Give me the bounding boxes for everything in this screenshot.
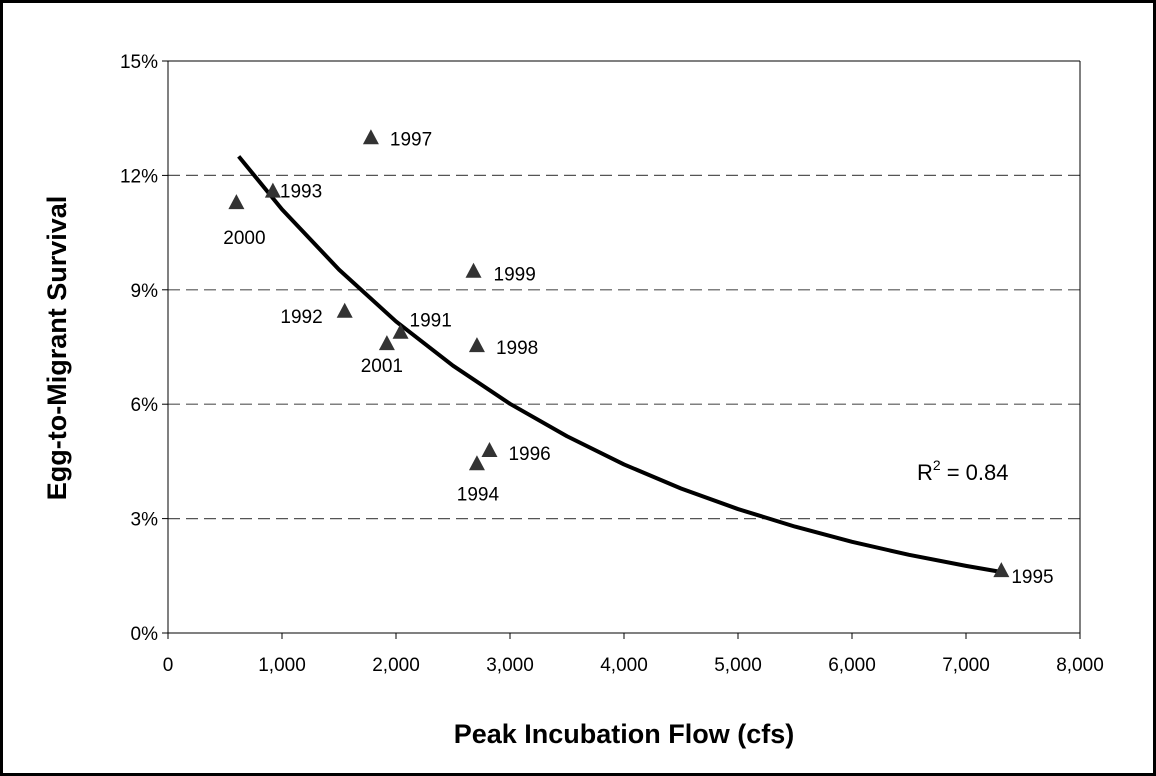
- point: [993, 562, 1010, 578]
- point: [468, 455, 485, 471]
- point: [481, 441, 498, 457]
- x-tick-label: 4,000: [600, 655, 648, 676]
- x-tick-label: 5,000: [714, 655, 762, 676]
- point-label: 1993: [280, 182, 322, 203]
- x-tick-label: 3,000: [486, 655, 534, 676]
- point-label: 1998: [496, 338, 538, 359]
- point-label: 1995: [1011, 567, 1053, 588]
- y-axis-title: Egg-to-Migrant Survival: [42, 196, 72, 501]
- y-tick-label: 0%: [131, 624, 159, 645]
- point-label: 2001: [361, 356, 403, 377]
- point: [264, 182, 281, 198]
- point: [336, 302, 353, 318]
- point-label: 1996: [508, 444, 550, 465]
- point: [468, 337, 485, 353]
- point: [362, 129, 379, 145]
- trendline: [237, 155, 1002, 574]
- annotation: R2 = 0.84: [917, 457, 1008, 485]
- y-tick-label: 6%: [131, 395, 159, 416]
- point-label: 1999: [494, 265, 536, 286]
- annotation-rest: = 0.84: [947, 460, 1009, 485]
- x-tick-label: 6,000: [828, 655, 876, 676]
- point: [378, 335, 395, 351]
- y-tick-label: 3%: [131, 510, 159, 531]
- y-tick-label: 15%: [120, 52, 158, 73]
- annotation-superscript: 2: [933, 457, 941, 473]
- x-tick-label: 1,000: [258, 655, 306, 676]
- x-tick-label: 8,000: [1056, 655, 1104, 676]
- y-tick-label: 9%: [131, 281, 159, 302]
- point-label: 1991: [410, 311, 452, 332]
- point-label: 1997: [390, 129, 432, 150]
- x-tick-label: 2,000: [372, 655, 420, 676]
- x-tick-label: 0: [163, 655, 174, 676]
- point-label: 2000: [223, 228, 265, 249]
- point-label: 1994: [457, 484, 500, 505]
- point: [228, 194, 245, 210]
- y-tick-label: 12%: [120, 166, 158, 187]
- x-axis-title: Peak Incubation Flow (cfs): [454, 719, 795, 749]
- x-tick-label: 7,000: [942, 655, 990, 676]
- point: [465, 262, 482, 278]
- annotation-base: R: [917, 460, 933, 485]
- point: [392, 323, 409, 339]
- point-label: 1992: [280, 307, 322, 328]
